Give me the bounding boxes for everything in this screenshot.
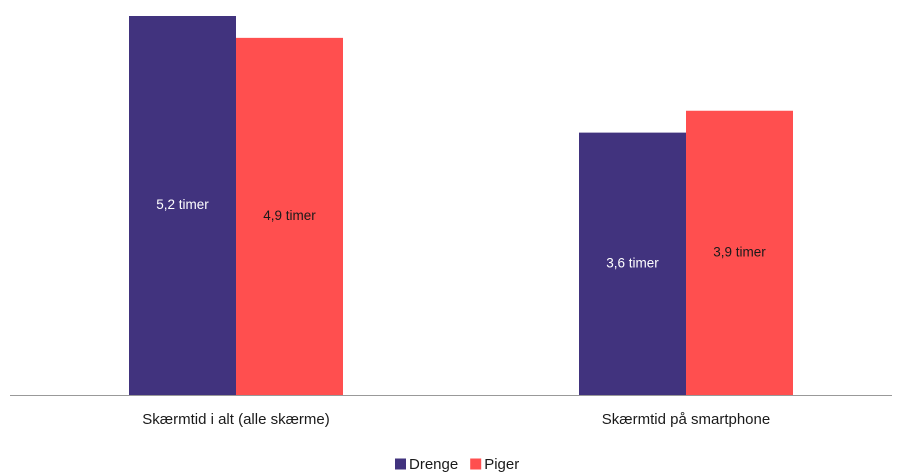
category-labels: Skærmtid i alt (alle skærme) Skærmtid på … — [142, 411, 770, 428]
legend-label-piger: Piger — [484, 456, 519, 473]
bar-piger-1 — [236, 37, 343, 395]
legend-swatch-drenge — [395, 458, 406, 470]
category-label-2: Skærmtid på smartphone — [602, 411, 770, 428]
bar-drenge-2 — [579, 132, 686, 395]
bars-group: 5,2 timer 4,9 timer 3,6 timer 3,9 timer — [129, 16, 793, 395]
data-label-drenge-2: 3,6 timer — [606, 255, 659, 270]
bar-piger-2 — [686, 110, 793, 395]
legend-swatch-piger — [470, 458, 482, 470]
data-label-piger-2: 3,9 timer — [713, 244, 766, 259]
legend: Drenge Piger — [395, 456, 519, 473]
legend-label-drenge: Drenge — [409, 456, 458, 473]
bar-drenge-1 — [129, 16, 236, 395]
data-label-piger-1: 4,9 timer — [263, 208, 316, 223]
data-label-drenge-1: 5,2 timer — [156, 197, 209, 212]
category-label-1: Skærmtid i alt (alle skærme) — [142, 411, 330, 428]
